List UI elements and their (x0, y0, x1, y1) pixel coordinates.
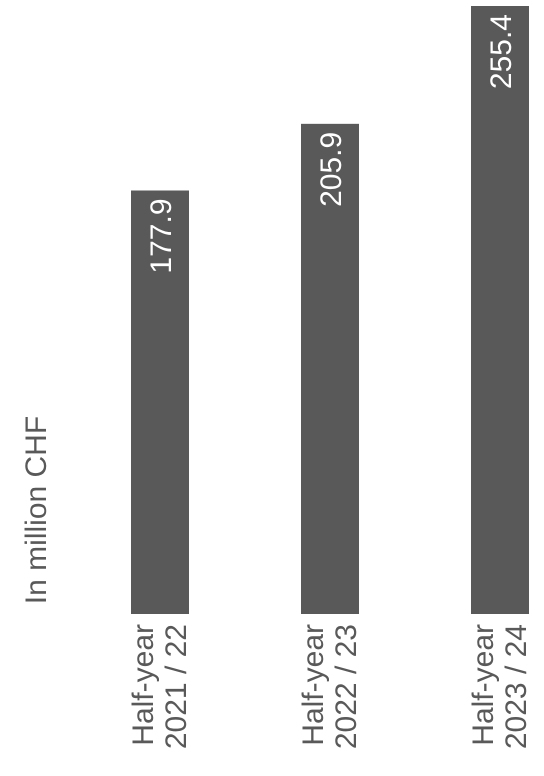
value-labels-group: 177.9 205.9 255.4 (145, 14, 518, 274)
category-label-1-line-2: 2021 / 22 (160, 624, 193, 749)
category-label-2-line-2: 2022 / 23 (330, 624, 363, 749)
bar-value-label-1: 177.9 (145, 198, 178, 273)
y-axis-label: In million CHF (20, 416, 53, 604)
bars-group (131, 6, 529, 614)
bar-2 (301, 123, 359, 614)
bar-value-label-3: 255.4 (485, 14, 518, 89)
bar-3 (471, 6, 529, 614)
category-labels-group: Half-year 2021 / 22 Half-year 2022 / 23 Half… (127, 624, 533, 749)
category-label-2-line-1: Half-year (297, 624, 330, 746)
bar-1 (131, 190, 189, 614)
category-label-1-line-1: Half-year (127, 624, 160, 746)
category-label-3-line-2: 2023 / 24 (500, 624, 533, 749)
category-label-3-line-1: Half-year (467, 624, 500, 746)
bar-value-label-2: 205.9 (315, 132, 348, 207)
